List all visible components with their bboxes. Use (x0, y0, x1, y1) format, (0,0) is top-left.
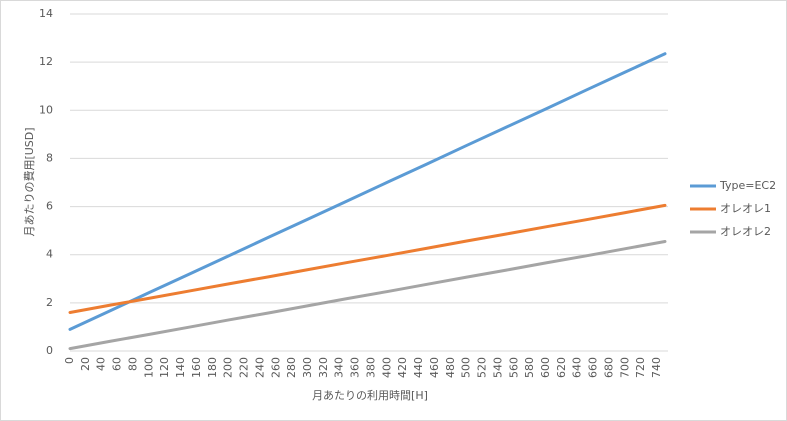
y-axis-title: 月あたりの費用[USD] (22, 127, 36, 236)
x-tick-label: 460 (428, 357, 441, 378)
x-tick-label: 580 (523, 357, 536, 378)
x-tick-label: 620 (555, 357, 568, 378)
line-series (68, 239, 667, 351)
legend-label: オレオレ2 (720, 225, 771, 238)
legend-label: Type=EC2 (719, 179, 776, 192)
x-tick-label: 560 (507, 357, 520, 378)
line-series (68, 52, 667, 331)
x-tick-label: 100 (142, 357, 155, 378)
x-tick-label: 480 (444, 357, 457, 378)
x-tick-label: 600 (539, 357, 552, 378)
y-tick-label: 14 (39, 7, 53, 20)
y-tick-label: 4 (46, 248, 53, 261)
x-axis-title: 月あたりの利用時間[H] (312, 389, 428, 402)
x-tick-label: 220 (238, 357, 251, 378)
x-tick-label: 540 (491, 357, 504, 378)
y-tick-label: 12 (39, 55, 53, 68)
x-tick-label: 140 (174, 357, 187, 378)
x-tick-label: 20 (79, 357, 92, 371)
x-tick-label: 40 (95, 357, 108, 371)
x-tick-label: 700 (618, 357, 631, 378)
x-tick-label: 120 (158, 357, 171, 378)
x-tick-label: 520 (476, 357, 489, 378)
x-tick-label: 200 (222, 357, 235, 378)
x-tick-label: 400 (380, 357, 393, 378)
x-tick-label: 280 (285, 357, 298, 378)
y-tick-label: 6 (46, 200, 53, 213)
x-tick-label: 260 (269, 357, 282, 378)
x-tick-label: 300 (301, 357, 314, 378)
line-series (68, 203, 667, 314)
x-tick-label: 0 (63, 357, 76, 364)
x-tick-label: 660 (587, 357, 600, 378)
x-tick-label: 360 (349, 357, 362, 378)
legend-label: オレオレ1 (720, 202, 771, 215)
x-tick-label: 60 (111, 357, 124, 371)
y-tick-label: 2 (46, 296, 53, 309)
y-tick-label: 8 (46, 151, 53, 164)
x-tick-label: 340 (333, 357, 346, 378)
x-tick-label: 680 (602, 357, 615, 378)
x-tick-label: 80 (126, 357, 139, 371)
x-tick-label: 320 (317, 357, 330, 378)
x-tick-label: 160 (190, 357, 203, 378)
x-tick-label: 440 (412, 357, 425, 378)
x-tick-label: 240 (253, 357, 266, 378)
x-tick-label: 500 (460, 357, 473, 378)
x-tick-label: 720 (634, 357, 647, 378)
x-tick-label: 380 (364, 357, 377, 378)
x-tick-label: 420 (396, 357, 409, 378)
x-tick-label: 640 (571, 357, 584, 378)
x-tick-label: 740 (650, 357, 663, 378)
y-tick-label: 10 (39, 103, 53, 116)
y-tick-label: 0 (46, 344, 53, 357)
x-tick-label: 180 (206, 357, 219, 378)
